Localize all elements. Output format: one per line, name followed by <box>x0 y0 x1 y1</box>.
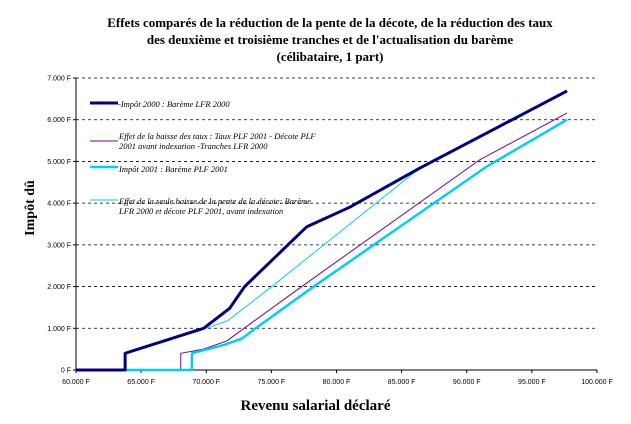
legend-label: Effet de la baisse des taux : Taux PLF 2… <box>119 131 316 151</box>
x-tick-label: 75.000 F <box>258 379 286 386</box>
y-tick-label: 3.000 F <box>47 242 71 249</box>
x-tick-label: 70.000 F <box>192 379 220 386</box>
y-tick-label: 1.000 F <box>47 326 71 333</box>
x-tick-label: 95.000 F <box>518 379 546 386</box>
chart-title-line: (célibataire, 1 part) <box>276 49 384 64</box>
series-line <box>76 89 568 372</box>
x-tick-label: 65.000 F <box>127 379 155 386</box>
x-tick-label: 85.000 F <box>388 379 416 386</box>
y-tick-label: 5.000 F <box>47 159 71 166</box>
legend-label: -Impôt 2000 : Barème LFR 2000 <box>118 99 230 109</box>
series-line <box>180 112 568 370</box>
chart-title-line: des deuxième et troisième tranches et de… <box>146 32 514 47</box>
y-tick-label: 4.000 F <box>47 201 71 208</box>
legend-label: Impôt 2001 : Barème PLF 2001 <box>119 164 228 174</box>
y-tick-label: 0 F <box>61 368 71 375</box>
x-tick-label: 80.000 F <box>323 379 351 386</box>
y-tick-label: 2.000 F <box>47 284 71 291</box>
chart-title: Effets comparés de la réduction de la pe… <box>60 14 600 65</box>
y-tick-label: 6.000 F <box>47 117 71 124</box>
y-tick-label: 7.000 F <box>47 76 71 83</box>
x-tick-label: 100.000 F <box>581 379 613 386</box>
legend-label: Effet de la seule baisse de la pente de … <box>119 196 311 216</box>
x-tick-label: 60.000 F <box>62 379 90 386</box>
series-line <box>76 118 568 372</box>
x-tick-label: 90.000 F <box>453 379 481 386</box>
chart-title-line: Effets comparés de la réduction de la pe… <box>107 15 553 30</box>
x-axis-label: Revenu salarial déclaré <box>240 398 391 414</box>
